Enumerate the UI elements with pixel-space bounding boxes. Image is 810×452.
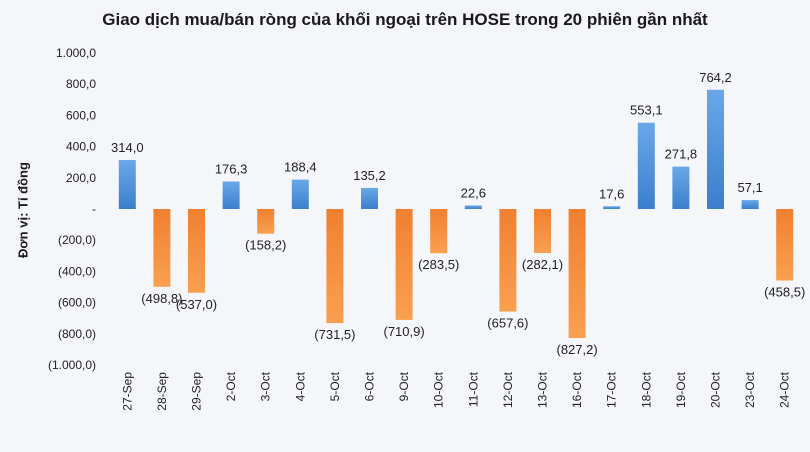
bar-13-oct [534,209,551,254]
bar-23-oct [741,200,759,209]
bar-19-oct [672,166,690,209]
data-label: 57,1 [737,180,762,195]
data-label: (283,5) [418,257,459,272]
bar-3-oct [257,209,275,234]
bar-28-sep [153,209,171,287]
bar-24-oct [776,209,794,281]
data-label: 135,2 [353,168,386,183]
bar-27-sep [118,160,136,209]
y-tick-label: (400,0) [58,264,96,278]
data-label: (458,5) [764,285,805,300]
x-tick-label: 12-Oct [501,371,515,408]
bar-5-oct [326,209,344,324]
data-label: (537,0) [176,297,217,312]
data-label: 553,1 [630,103,663,118]
y-tick-label: 600,0 [66,108,96,122]
y-tick-label: - [92,202,96,216]
x-tick-label: 4-Oct [293,371,307,401]
x-tick-label: 18-Oct [639,371,653,408]
y-tick-label: (1.000,0) [48,358,96,372]
data-label: 188,4 [284,160,317,175]
y-tick-label: 400,0 [66,140,96,154]
bar-18-oct [637,122,655,209]
bar-11-oct [464,205,482,209]
x-tick-label: 9-Oct [397,371,411,401]
x-tick-label: 16-Oct [570,371,584,408]
bar-10-oct [430,209,448,254]
data-label: (731,5) [314,327,355,342]
data-label: (498,8) [141,291,182,306]
data-label: (158,2) [245,238,286,253]
x-tick-label: 28-Sep [155,372,169,411]
x-tick-label: 19-Oct [674,371,688,408]
bar-2-oct [222,181,240,209]
y-tick-label: (600,0) [58,296,96,310]
bar-29-sep [188,209,205,293]
bar-16-oct [568,209,586,339]
bar-17-oct [603,206,621,209]
data-label: 17,6 [599,186,624,201]
x-tick-label: 2-Oct [224,371,238,401]
x-tick-label: 5-Oct [328,371,342,401]
data-label: (657,6) [487,316,528,331]
x-tick-label: 27-Sep [120,372,134,411]
y-tick-label: (200,0) [58,233,96,247]
x-tick-label: 13-Oct [536,371,550,408]
y-tick-label: (800,0) [58,327,96,341]
data-label: 176,3 [215,161,248,176]
bar-9-oct [395,209,413,320]
data-label: (282,1) [522,257,563,272]
x-tick-label: 23-Oct [743,371,757,408]
x-tick-label: 17-Oct [605,371,619,408]
y-tick-label: 1.000,0 [56,46,96,60]
chart-title: Giao dịch mua/bán ròng của khối ngoại tr… [102,10,708,29]
data-label: (827,2) [556,342,597,357]
data-label: 22,6 [461,185,486,200]
x-tick-label: 3-Oct [259,371,273,401]
x-tick-label: 6-Oct [363,371,377,401]
data-label: 764,2 [699,70,732,85]
x-tick-label: 20-Oct [709,371,723,408]
x-tick-label: 29-Sep [190,372,204,411]
x-tick-label: 24-Oct [778,371,792,408]
data-label: 271,8 [665,147,698,162]
y-tick-label: 800,0 [66,77,96,91]
data-label: 314,0 [111,140,144,155]
bar-12-oct [499,209,517,312]
x-tick-label: 10-Oct [432,371,446,408]
bar-4-oct [291,179,309,209]
y-tick-label: 200,0 [66,171,96,185]
x-tick-label: 11-Oct [466,371,480,407]
bar-20-oct [707,89,724,209]
bar-6-oct [361,187,378,209]
data-label: (710,9) [383,324,424,339]
